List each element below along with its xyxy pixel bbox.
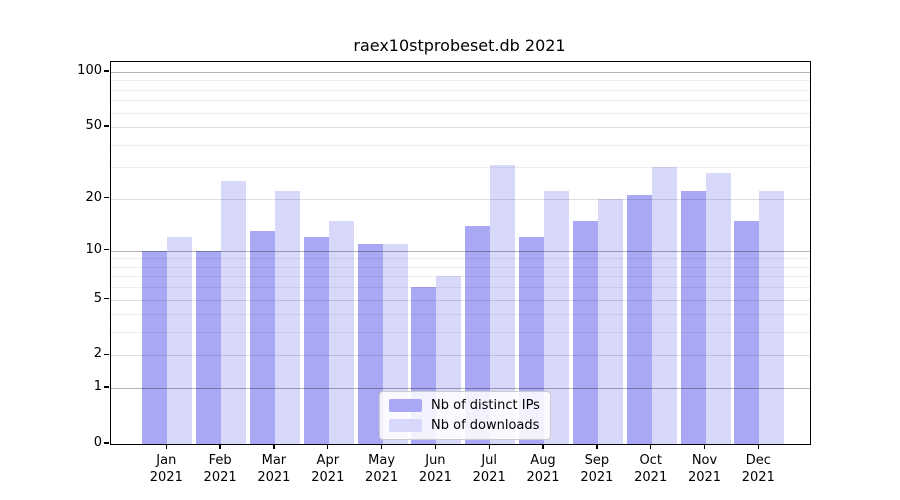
legend-swatch — [389, 419, 422, 432]
bar-distinct-ips-apr — [303, 237, 329, 444]
bar-distinct-ips-jan — [142, 250, 168, 444]
y-tick-mark — [104, 353, 109, 356]
x-tick-month: Jan — [156, 453, 177, 468]
y-tick-label-5: 5 — [93, 290, 102, 306]
bar-distinct-ips-dec — [734, 220, 760, 444]
y-tick-mark — [104, 125, 109, 127]
y-tick-mark — [104, 196, 109, 199]
x-tick-label-nov: Nov 2021 — [678, 452, 732, 486]
x-tick-year: 2021 — [634, 470, 668, 485]
x-tick-label-aug: Aug 2021 — [516, 452, 570, 486]
bar-distinct-ips-mar — [249, 231, 275, 444]
bar-distinct-ips-feb — [196, 250, 222, 444]
bar-downloads-oct — [651, 167, 677, 444]
x-tick-year: 2021 — [526, 470, 560, 485]
legend-swatch — [389, 399, 422, 412]
x-tick-month: Feb — [208, 453, 232, 468]
x-tick-year: 2021 — [311, 470, 345, 485]
x-tick-mark — [219, 444, 221, 450]
x-tick-mark — [542, 444, 544, 450]
legend-label: Nb of downloads — [431, 418, 540, 433]
y-tick-label-0: 0 — [93, 435, 102, 450]
x-tick-label-jan: Jan 2021 — [139, 452, 193, 486]
x-tick-label-apr: Apr 2021 — [301, 452, 355, 486]
x-tick-mark — [596, 444, 598, 450]
x-tick-mark — [380, 444, 383, 450]
x-tick-year: 2021 — [580, 470, 614, 485]
bar-downloads-sep — [597, 198, 623, 444]
x-tick-year: 2021 — [741, 470, 775, 485]
plot-area: Nb of distinct IPs Nb of downloads — [110, 61, 811, 445]
x-tick-label-dec: Dec 2021 — [731, 452, 785, 486]
bar-distinct-ips-oct — [626, 194, 652, 444]
x-tick-year: 2021 — [203, 470, 237, 485]
x-tick-label-mar: Mar 2021 — [247, 452, 301, 486]
x-tick-mark — [273, 444, 275, 450]
x-tick-month: Oct — [639, 453, 662, 468]
bar-downloads-jan — [167, 237, 193, 444]
x-tick-year: 2021 — [687, 470, 722, 485]
x-tick-month: Aug — [530, 453, 556, 468]
x-tick-label-may: May 2021 — [355, 452, 409, 486]
y-tick-label-50: 50 — [85, 118, 102, 134]
x-tick-mark — [327, 444, 329, 450]
x-tick-month: Mar — [261, 453, 287, 468]
legend: Nb of distinct IPs Nb of downloads — [379, 391, 551, 440]
bars-layer — [111, 62, 810, 444]
y-tick-label-1: 1 — [93, 379, 102, 395]
x-tick-label-jun: Jun 2021 — [408, 452, 462, 486]
bar-distinct-ips-sep — [572, 220, 598, 444]
y-tick-mark — [104, 442, 109, 444]
x-tick-label-jul: Jul 2021 — [462, 452, 516, 486]
x-tick-mark — [757, 444, 759, 450]
x-tick-label-feb: Feb 2021 — [193, 452, 247, 486]
y-tick-label-100: 100 — [77, 63, 102, 78]
x-tick-month: Dec — [745, 453, 771, 468]
x-tick-label-sep: Sep 2021 — [570, 452, 624, 486]
x-tick-year: 2021 — [257, 470, 291, 485]
legend-item-downloads: Nb of downloads — [389, 418, 540, 433]
y-tick-mark — [104, 297, 109, 300]
y-tick-label-10: 10 — [85, 241, 102, 257]
y-tick-mark — [104, 249, 109, 251]
x-tick-year: 2021 — [472, 470, 506, 485]
x-tick-month: Sep — [584, 453, 610, 468]
x-tick-month: Jun — [425, 453, 446, 468]
x-tick-mark — [434, 444, 437, 450]
x-tick-month: May — [368, 453, 396, 468]
y-tick-label-2: 2 — [93, 346, 102, 362]
x-tick-mark — [703, 444, 706, 450]
bar-downloads-apr — [328, 220, 354, 444]
bar-downloads-dec — [759, 191, 785, 444]
x-tick-month: Nov — [691, 453, 718, 468]
x-tick-year: 2021 — [418, 470, 452, 485]
x-tick-mark — [650, 444, 652, 450]
bar-downloads-mar — [274, 191, 300, 444]
bar-distinct-ips-may — [357, 243, 383, 444]
x-tick-label-oct: Oct 2021 — [624, 452, 678, 486]
chart-title: raex10stprobeset.db 2021 — [353, 36, 566, 55]
x-tick-mark — [165, 444, 167, 450]
legend-label: Nb of distinct IPs — [431, 398, 540, 413]
x-tick-mark — [488, 444, 490, 450]
x-tick-month: Jul — [481, 453, 498, 468]
bar-distinct-ips-nov — [680, 191, 706, 444]
x-tick-month: Apr — [316, 453, 340, 468]
y-tick-mark — [104, 70, 109, 72]
bar-downloads-feb — [221, 181, 247, 444]
bar-downloads-nov — [705, 172, 731, 444]
legend-item-distinct-ips: Nb of distinct IPs — [389, 398, 540, 413]
y-tick-label-20: 20 — [85, 189, 102, 205]
x-tick-year: 2021 — [365, 470, 399, 485]
y-tick-mark — [104, 386, 109, 388]
x-tick-year: 2021 — [149, 470, 183, 485]
axes-layer: 0 1 2 5 10 20 50 100 Jan 2021 Feb 2021 Mar 2021 Apr 202… — [77, 61, 809, 485]
